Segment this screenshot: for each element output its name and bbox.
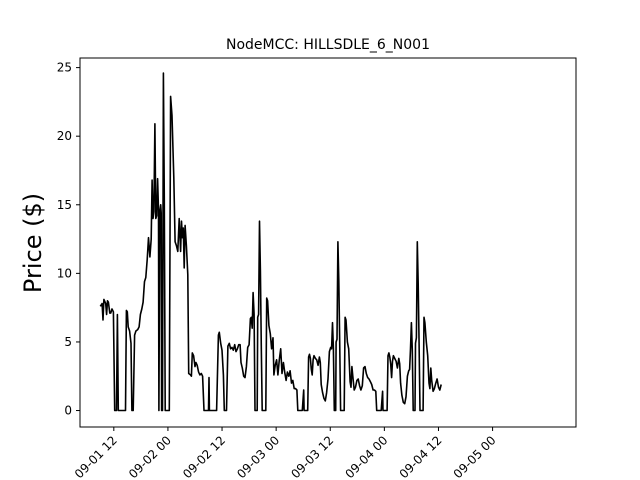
x-tick-label: 09-03 00: [234, 433, 282, 480]
y-axis-label: Price ($): [19, 193, 47, 293]
x-tick-label: 09-02 00: [126, 433, 174, 480]
x-tick-label: 09-03 12: [288, 433, 336, 480]
x-tick-label: 09-02 12: [180, 433, 228, 480]
y-tick-label: 25: [57, 61, 72, 75]
y-tick-label: 15: [57, 198, 72, 212]
y-tick-label: 5: [64, 335, 72, 349]
x-tick-label: 09-05 00: [451, 433, 499, 480]
y-tick-label: 10: [57, 266, 72, 280]
y-axis: 0 5 10 15 20 25: [57, 61, 80, 418]
y-tick-label: 0: [64, 404, 72, 418]
x-axis: 09-01 12 09-02 00 09-02 12 09-03 00 09-03 12…: [72, 427, 499, 480]
x-tick-label: 09-01 12: [72, 433, 120, 480]
chart-title: NodeMCC: HILLSDLE_6_N001: [226, 37, 430, 53]
x-tick-label: 09-04 12: [397, 433, 445, 480]
plot-frame: [79, 57, 577, 428]
price-series-line: [99, 72, 442, 412]
y-tick-label: 20: [57, 129, 72, 143]
x-tick-label: 09-04 00: [342, 433, 390, 480]
plot-area: [99, 72, 442, 412]
